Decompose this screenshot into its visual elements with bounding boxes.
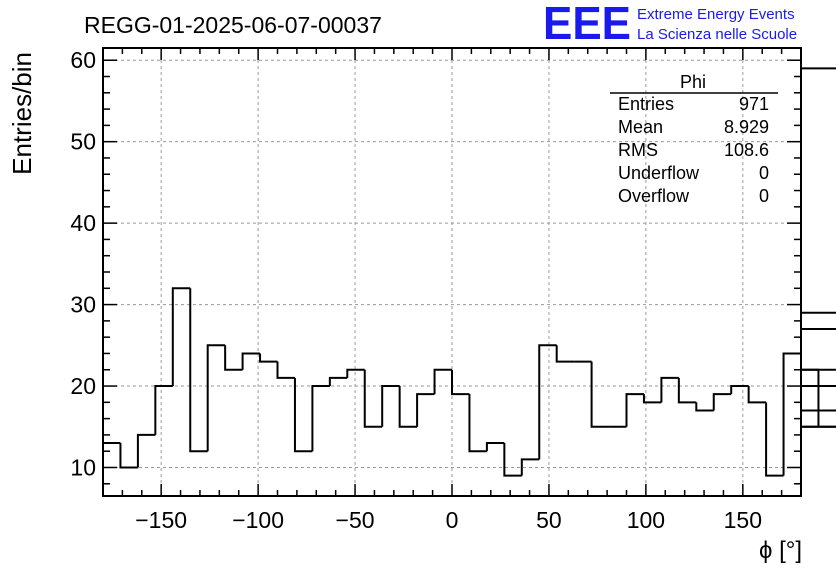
stats-box: Phi Entries 971 Mean 8.929 RMS 108.6 Underflow… (610, 72, 778, 206)
histogram-bin-45 (801, 311, 836, 314)
chart-title: REGG-01-2025-06-07-00037 (84, 12, 382, 38)
logo-mark: EEE (543, 0, 631, 49)
stats-row-value: 0 (759, 163, 769, 183)
histogram-bin-2 (136, 433, 156, 468)
histogram-bin-28 (590, 361, 610, 428)
y-tick-label-4: 50 (70, 129, 96, 155)
histogram-series (103, 67, 836, 477)
histogram-bin-16 (381, 385, 400, 427)
stats-row-value: 0 (759, 186, 769, 206)
histogram-bin-4 (171, 287, 191, 387)
histogram-bin-14 (346, 368, 365, 378)
stats-row-label: Entries (618, 94, 674, 114)
histogram-bin-13 (328, 376, 348, 387)
histogram-bin-12 (311, 385, 330, 452)
histogram-bin-33 (677, 377, 697, 404)
y-tick-label-5: 60 (70, 47, 96, 73)
logo-line1: Extreme Energy Events (637, 6, 795, 23)
y-tick-label-2: 30 (70, 292, 96, 318)
tick-labels: −150 −100 −50 0 50 100 150 10 20 30 40 50 60 (70, 47, 762, 533)
histogram-bin-9 (259, 353, 278, 363)
y-tick-label-3: 40 (70, 210, 96, 236)
histogram-bin-1 (119, 443, 138, 469)
eee-logo: EEE Extreme Energy Events La Scienza nel… (543, 0, 797, 49)
histogram-bin-19 (433, 368, 452, 395)
histogram-bin-22 (485, 442, 505, 452)
x-tick-label-5: 100 (627, 507, 665, 533)
histogram-bin-37 (747, 386, 767, 404)
histogram-bin-36 (730, 385, 749, 395)
histogram-bin-10 (276, 361, 295, 379)
histogram-bin-17 (398, 386, 418, 428)
histogram-bin-38 (765, 402, 784, 477)
histogram-bin-26 (555, 345, 575, 363)
logo-line2: La Scienza nelle Scuole (637, 26, 797, 43)
x-tick-label-1: −100 (232, 507, 284, 533)
x-tick-label-6: 150 (724, 507, 762, 533)
histogram-bin-21 (468, 394, 487, 453)
histogram-bin-31 (642, 394, 662, 404)
histogram-bin-30 (625, 393, 644, 427)
stats-row-label: Mean (618, 117, 663, 137)
x-tick-label-4: 50 (536, 507, 562, 533)
grid (103, 48, 801, 496)
histogram-bin-34 (695, 402, 714, 412)
axis-ticks (102, 48, 802, 496)
stats-row-value: 108.6 (724, 140, 769, 160)
x-tick-label-2: −50 (336, 507, 375, 533)
histogram-bin-20 (451, 369, 470, 396)
histogram-bin-7 (224, 345, 243, 371)
x-tick-label-0: −150 (135, 507, 187, 533)
stats-row-value: 8.929 (724, 117, 769, 137)
y-axis-label: Entries/bin (7, 52, 37, 175)
histogram-bin-39 (782, 352, 801, 476)
histogram-bin-23 (503, 443, 522, 477)
histogram-bin-35 (712, 393, 732, 411)
histogram-bin-18 (416, 393, 435, 427)
histogram-bin-6 (206, 344, 226, 452)
histogram-bin-11 (293, 377, 313, 453)
histogram-bin-25 (538, 344, 557, 460)
histogram-bin-5 (189, 288, 208, 453)
histogram-bin-43 (801, 409, 836, 412)
histogram-bin-15 (363, 369, 383, 428)
histogram-bin-8 (241, 352, 261, 370)
stats-row-label: Overflow (618, 186, 690, 206)
y-tick-label-1: 20 (70, 373, 96, 399)
stats-row-label: Underflow (618, 163, 700, 183)
histogram-bin-3 (154, 385, 173, 435)
histogram-bin-44 (801, 328, 836, 331)
stats-title: Phi (680, 72, 706, 92)
stats-row-value: 971 (739, 94, 769, 114)
x-tick-label-3: 0 (446, 507, 459, 533)
histogram-bin-24 (520, 458, 540, 476)
histogram-bin-32 (660, 376, 679, 403)
histogram-bin-41 (801, 368, 820, 427)
stats-row-label: RMS (618, 140, 658, 160)
y-tick-label-0: 10 (70, 454, 96, 480)
x-axis-label: ϕ [°] (759, 537, 802, 564)
